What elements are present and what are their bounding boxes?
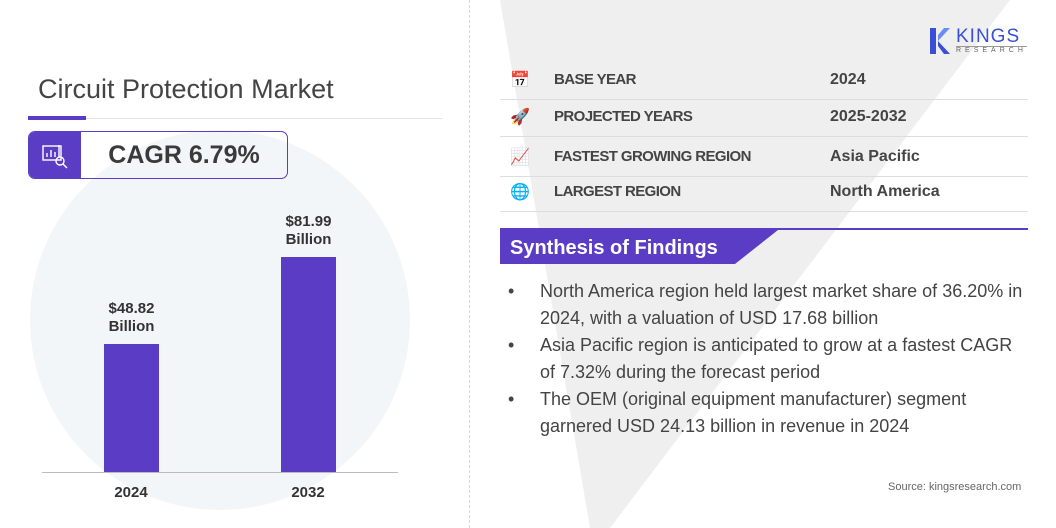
kings-research-logo: KINGS RESEARCH <box>930 26 1027 54</box>
finding-item: • North America region held largest marke… <box>508 278 1028 332</box>
data-label-value: $81.99 <box>285 213 332 231</box>
bar-2032 <box>281 257 336 472</box>
stat-value: North America <box>830 182 940 200</box>
stat-label: FASTEST GROWING REGION <box>554 148 751 165</box>
synthesis-heading: Synthesis of Findings <box>500 230 778 264</box>
finding-item: • The OEM (original equipment manufacture… <box>508 386 1028 440</box>
bullet: • <box>508 389 515 409</box>
globe-icon: 🌐 <box>510 183 530 201</box>
finding-text: Asia Pacific region is anticipated to gr… <box>540 335 1013 382</box>
data-label-value: $48.82 <box>108 300 155 318</box>
synthesis-rule <box>500 228 1028 230</box>
data-label-2024: $48.82 Billion <box>82 300 182 336</box>
stat-row-base-year: 📅 BASE YEAR 2024 <box>500 60 1028 100</box>
cagr-value: CAGR 6.79% <box>108 140 260 169</box>
logo-k-icon <box>930 28 950 54</box>
x-axis <box>42 472 398 473</box>
finding-text: The OEM (original equipment manufacturer… <box>540 389 967 436</box>
stat-value: 2025-2032 <box>830 107 907 125</box>
analytics-icon <box>29 132 81 178</box>
findings-list: • North America region held largest marke… <box>508 278 1028 440</box>
stat-label: BASE YEAR <box>554 71 636 88</box>
divider <box>469 0 470 528</box>
finding-item: • Asia Pacific region is anticipated to g… <box>508 332 1028 386</box>
data-label-unit: Billion <box>285 231 332 249</box>
x-tick-2032: 2032 <box>291 484 325 501</box>
rocket-icon: 🚀 <box>510 108 530 126</box>
finding-text: North America region held largest market… <box>540 281 1023 328</box>
title-accent <box>28 116 86 120</box>
stat-row-fastest-region: 📈 FASTEST GROWING REGION Asia Pacific <box>500 137 1028 177</box>
logo-name: KINGS <box>956 26 1021 47</box>
calendar-clock-icon: 📅 <box>510 71 530 89</box>
x-tick-2024: 2024 <box>114 484 148 501</box>
bullet: • <box>508 281 515 301</box>
page-title: Circuit Protection Market <box>38 74 334 104</box>
title-rule <box>28 118 442 119</box>
bar-2024 <box>104 344 159 472</box>
stat-value: 2024 <box>830 70 866 88</box>
stat-value: Asia Pacific <box>830 147 920 165</box>
stat-row-projected-years: 🚀 PROJECTED YEARS 2025-2032 <box>500 97 1028 137</box>
stat-label: PROJECTED YEARS <box>554 108 693 125</box>
stat-label: LARGEST REGION <box>554 183 681 200</box>
bullet: • <box>508 335 515 355</box>
stat-row-largest-region: 🌐 LARGEST REGION North America <box>500 172 1028 212</box>
data-label-2032: $81.99 Billion <box>259 213 359 249</box>
growth-chart-icon: 📈 <box>510 148 530 166</box>
logo-sub: RESEARCH <box>956 46 1027 54</box>
data-label-unit: Billion <box>108 318 155 336</box>
source-note: Source: kingsresearch.com <box>888 481 1022 493</box>
cagr-badge: CAGR 6.79% <box>28 131 288 179</box>
